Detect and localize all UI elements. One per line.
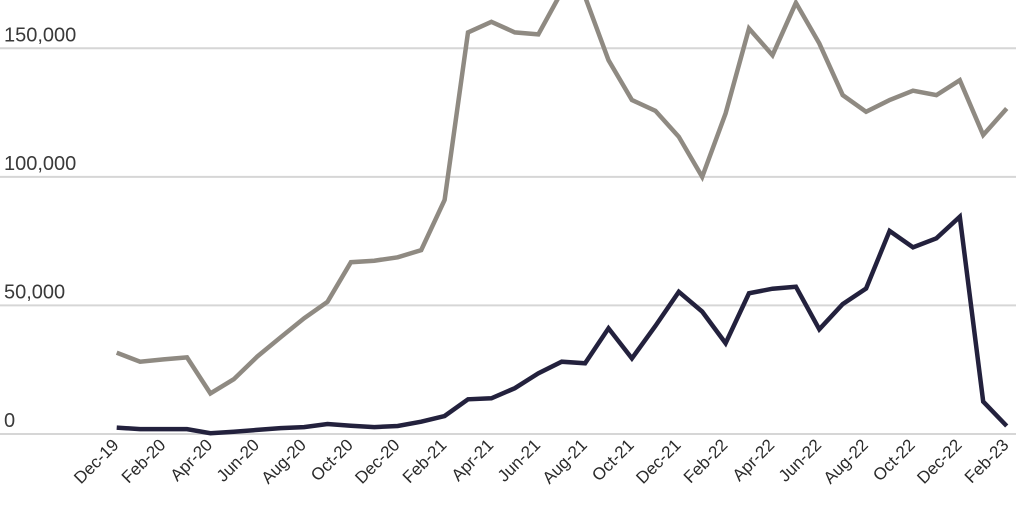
x-tick-label: Jun-21	[494, 435, 544, 485]
x-tick-label: Oct-20	[307, 435, 357, 485]
x-tick-label: Jun-20	[213, 435, 263, 485]
y-tick-label: 100,000	[4, 153, 76, 175]
x-axis-tick-labels: Dec-19Feb-20Apr-20Jun-20Aug-20Oct-20Dec-…	[70, 435, 1012, 487]
x-tick-label: Dec-22	[913, 435, 965, 487]
x-tick-label: Oct-22	[869, 435, 919, 485]
x-tick-label: Aug-21	[539, 435, 591, 487]
x-tick-label: Aug-20	[258, 435, 310, 487]
y-axis-tick-labels: 0 50,000 100,000 150,000	[4, 24, 76, 432]
x-tick-label: Feb-20	[118, 435, 170, 487]
x-tick-label: Apr-20	[167, 435, 217, 485]
x-tick-label: Feb-23	[961, 435, 1013, 487]
x-tick-label: Aug-22	[820, 435, 872, 487]
x-tick-label: Feb-21	[399, 435, 451, 487]
series-line-1	[115, 0, 1009, 397]
x-tick-label: Dec-21	[632, 435, 684, 487]
x-tick-label: Dec-19	[70, 435, 122, 487]
x-tick-label: Dec-20	[351, 435, 403, 487]
x-tick-label: Jun-22	[775, 435, 825, 485]
x-tick-label: Apr-21	[448, 435, 498, 485]
y-tick-label: 0	[4, 410, 15, 432]
y-tick-label: 150,000	[4, 24, 76, 46]
series-line-2	[116, 212, 1009, 436]
series-lines	[115, 0, 1009, 436]
gridlines	[0, 47, 1016, 435]
x-tick-label: Oct-21	[588, 435, 638, 485]
x-tick-label: Feb-22	[680, 435, 732, 487]
y-tick-label: 50,000	[4, 281, 65, 303]
x-tick-label: Apr-22	[729, 435, 779, 485]
